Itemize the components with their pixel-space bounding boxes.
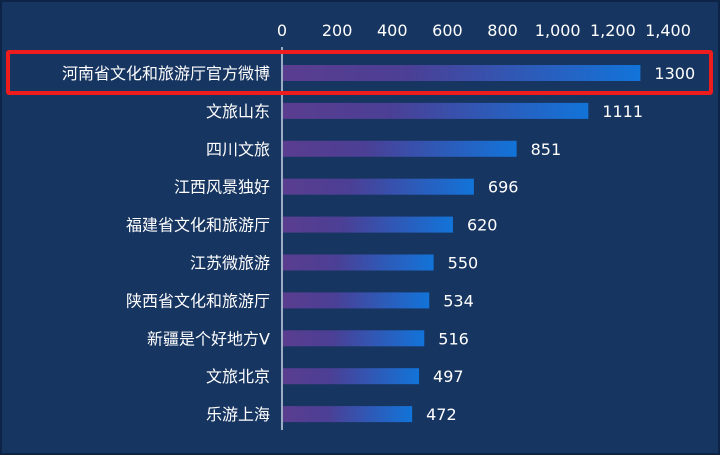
x-tick-label: 1,400 [645,21,691,40]
x-tick-label: 1,200 [590,21,636,40]
value-labels: 1300 1111 851 696 620 550 534 516 497 472 [426,64,695,424]
x-axis-ticks: 0 200 400 600 800 1,000 1,200 1,400 [277,21,691,40]
value-label: 534 [443,291,474,310]
value-label: 550 [448,254,479,273]
value-label: 516 [438,329,469,348]
bar [283,330,425,347]
category-label: 陕西省文化和旅游厅 [126,291,270,310]
category-label: 文旅北京 [206,367,270,386]
value-label: 851 [531,140,562,159]
x-tick-label: 0 [277,21,287,40]
x-tick-label: 400 [377,21,408,40]
bar [283,406,413,423]
category-label: 江苏微旅游 [190,254,270,273]
bar [283,368,420,385]
bar [283,102,589,119]
category-label: 江西风景独好 [174,178,270,197]
category-label: 文旅山东 [206,102,270,121]
bar [283,254,434,271]
value-label: 1111 [602,102,643,121]
value-label: 497 [433,367,464,386]
value-label: 620 [467,216,498,235]
x-tick-label: 800 [487,21,518,40]
x-tick-label: 600 [432,21,463,40]
x-tick-label: 200 [322,21,353,40]
highlight-box [6,50,713,95]
category-label: 河南省文化和旅游厅官方微博 [62,64,270,83]
bar [283,292,430,309]
category-labels: 河南省文化和旅游厅官方微博文旅山东四川文旅江西风景独好福建省文化和旅游厅江苏微旅… [62,64,270,424]
bar [283,178,474,195]
category-label: 乐游上海 [206,405,270,424]
bar [283,216,453,233]
value-label: 472 [426,405,457,424]
category-label: 四川文旅 [206,140,270,159]
category-label: 新疆是个好地方V [147,329,270,348]
bar [283,65,641,81]
x-tick-label: 1,000 [535,21,581,40]
bar-series [283,65,641,423]
value-label: 1300 [654,64,695,83]
value-label: 696 [488,178,519,197]
bar [283,140,517,157]
category-label: 福建省文化和旅游厅 [126,216,270,235]
